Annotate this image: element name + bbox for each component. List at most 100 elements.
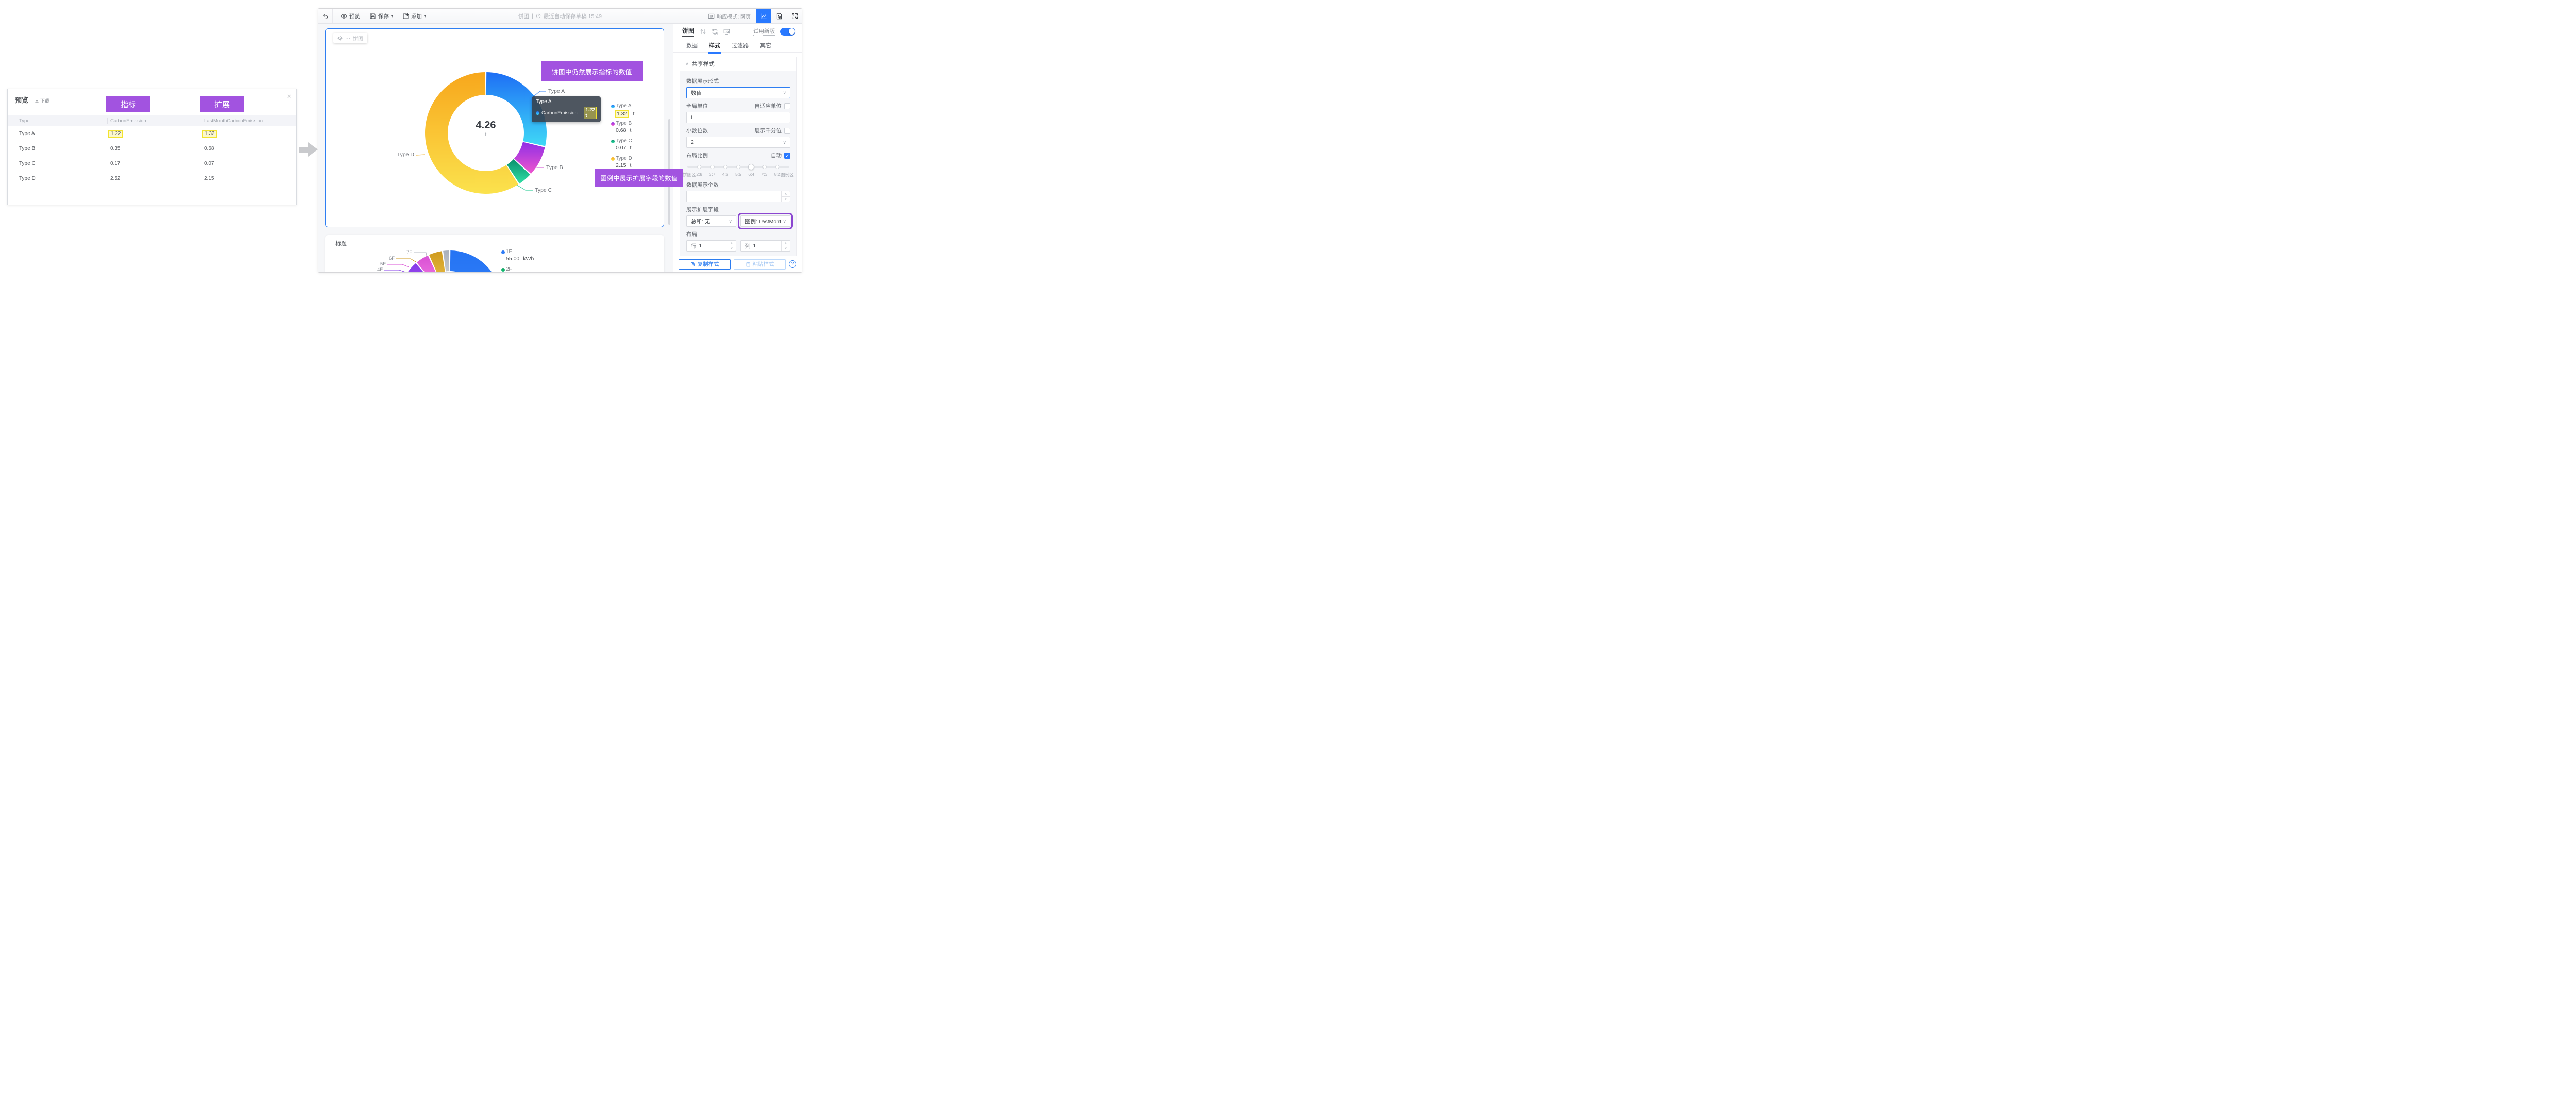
col-carbon: CarbonEmission — [110, 118, 146, 124]
chart-chip[interactable]: ··· 饼图 — [333, 33, 367, 43]
slider-tick-label: 6:4 — [748, 172, 755, 177]
sidebar-chart-name[interactable]: 饼图 — [682, 26, 695, 37]
sort-button[interactable] — [700, 28, 706, 35]
legend-dot-icon — [501, 268, 505, 272]
add-label: 添加 — [411, 13, 422, 20]
slider-dot[interactable] — [762, 165, 767, 169]
cell-lastmonth: 1.32 — [202, 130, 217, 138]
slider-dot[interactable] — [723, 165, 727, 169]
pie-slice[interactable] — [486, 72, 547, 146]
col-count-input[interactable]: 列 1 ∧ ∨ — [740, 240, 790, 252]
pie-slice[interactable] — [404, 263, 429, 272]
sidebar-footer: 复制样式 粘贴样式 ? — [673, 256, 802, 272]
pie-slice[interactable] — [514, 142, 545, 174]
slider-dot[interactable] — [736, 165, 740, 169]
legend-item[interactable]: 1F 55.00 kWh — [501, 249, 553, 262]
step-down-icon[interactable]: ∨ — [730, 247, 733, 251]
col-lastmonth: LastMonthCarbonEmission — [204, 118, 263, 124]
add-button[interactable]: 添加 ▾ — [398, 9, 431, 23]
pie-slice[interactable] — [506, 159, 530, 184]
auto-checkbox[interactable]: ✓ — [784, 152, 790, 159]
secondary-chart-card[interactable]: 标题 7F 6F 5F 4F 3F — [325, 235, 664, 272]
step-up-icon[interactable]: ∧ — [782, 191, 790, 197]
more-icon[interactable]: ··· — [345, 35, 350, 41]
legend-item[interactable]: Type A 1.32 t — [611, 103, 663, 118]
display-settings-button[interactable] — [723, 28, 730, 35]
chart-view-button[interactable] — [756, 9, 771, 23]
pie-slice[interactable] — [425, 72, 519, 194]
back-button[interactable] — [318, 9, 333, 23]
refresh-button[interactable] — [711, 28, 718, 35]
stepper-buttons[interactable]: ∧ ∨ — [781, 241, 790, 251]
download-label: 下载 — [40, 98, 50, 104]
global-unit-input[interactable]: t — [686, 112, 790, 123]
annotation-pie-values: 饼图中仍然展示指标的数值 — [541, 61, 643, 81]
pie-chart-card[interactable]: ··· 饼图 4.26 t Type A Type B — [325, 28, 664, 227]
legend-unit: t — [630, 162, 632, 169]
shared-style-header[interactable]: ∨ 共享样式 — [680, 57, 796, 71]
slider-dot[interactable] — [775, 165, 779, 169]
mini-slice-label: 6F — [389, 256, 395, 261]
legend-item[interactable]: Type B 0.68 t — [611, 121, 663, 133]
col-value: 1 — [753, 243, 756, 249]
save-button[interactable]: 保存 ▾ — [365, 9, 398, 23]
slider-dot[interactable] — [710, 165, 715, 169]
tab-data[interactable]: 数据 — [686, 42, 698, 49]
tab-filter[interactable]: 过滤器 — [732, 42, 749, 49]
count-input[interactable]: ∧ ∨ — [686, 191, 790, 202]
extension-badge: 扩展 — [200, 96, 244, 112]
tab-style[interactable]: 样式 — [708, 41, 721, 54]
chevron-down-icon: ∨ — [685, 61, 689, 66]
stepper-buttons[interactable]: ∧ ∨ — [781, 191, 790, 202]
copy-style-button[interactable]: 复制样式 — [679, 259, 731, 270]
decimals-select[interactable]: 2 ∨ — [686, 137, 790, 148]
display-form-select[interactable]: 数值 ∨ — [686, 87, 790, 98]
step-down-icon[interactable]: ∨ — [784, 197, 787, 202]
help-button[interactable]: ? — [789, 260, 796, 268]
decimals-label: 小数位数 — [686, 128, 708, 134]
slider-tick-label: 图例区 — [781, 172, 794, 177]
fullscreen-button[interactable] — [787, 9, 802, 23]
sum-select[interactable]: 总和: 无 ∨ — [686, 215, 736, 227]
try-new-version-toggle[interactable] — [780, 27, 795, 36]
cell-lastmonth: 0.07 — [204, 161, 214, 166]
close-icon[interactable]: × — [287, 92, 291, 100]
ratio-slider[interactable]: 饼图区 2:8 3:7 4:6 5:5 6:4 7:3 8:2 图例区 — [683, 164, 794, 177]
step-up-icon[interactable]: ∧ — [782, 241, 790, 246]
pie-slice[interactable] — [450, 250, 501, 272]
pie-slice[interactable] — [429, 251, 445, 272]
stepper-buttons[interactable]: ∧ ∨ — [727, 241, 736, 251]
thousands-checkbox[interactable] — [784, 127, 790, 134]
mini-slice-label: 4F — [377, 267, 383, 272]
page-edit-button[interactable] — [771, 9, 787, 23]
slider-handle[interactable] — [748, 164, 755, 170]
tooltip-colon: : — [579, 110, 581, 116]
try-new-version-label[interactable]: 试用新版 — [753, 28, 775, 36]
legend-field-select[interactable]: 图例: LastMonthC... ∨ — [738, 213, 793, 229]
select-value: 图例: LastMonthC... — [745, 218, 781, 225]
responsive-mode[interactable]: 响应模式: 网页 — [703, 9, 756, 23]
download-link[interactable]: 下载 — [35, 97, 49, 104]
pie-slice[interactable] — [443, 250, 450, 272]
responsive-label: 响应模式: 网页 — [717, 14, 751, 20]
slider-tick-label: 8:2 — [774, 172, 781, 177]
pie-slice[interactable] — [416, 255, 437, 272]
step-down-icon[interactable]: ∨ — [784, 247, 787, 251]
chip-label: 饼图 — [353, 36, 363, 42]
target-icon — [337, 36, 343, 41]
paste-style-label: 粘贴样式 — [752, 261, 774, 267]
paste-style-button[interactable]: 粘贴样式 — [734, 259, 786, 270]
tab-other[interactable]: 其它 — [760, 42, 771, 49]
legend-item[interactable]: Type C 0.07 t — [611, 138, 663, 151]
row-count-input[interactable]: 行 1 ∧ ∨ — [686, 240, 736, 252]
select-value: 2 — [691, 139, 694, 145]
legend-item[interactable]: Type D 2.15 t — [611, 156, 663, 169]
layout-label: 布局 — [686, 231, 697, 238]
display-search-icon — [723, 29, 730, 35]
step-up-icon[interactable]: ∧ — [727, 241, 736, 246]
preview-button[interactable]: 预览 — [336, 9, 365, 23]
slider-dot[interactable] — [697, 165, 702, 169]
adaptive-unit-checkbox[interactable] — [784, 103, 790, 109]
adaptive-unit-label: 自适应单位 — [754, 103, 782, 109]
